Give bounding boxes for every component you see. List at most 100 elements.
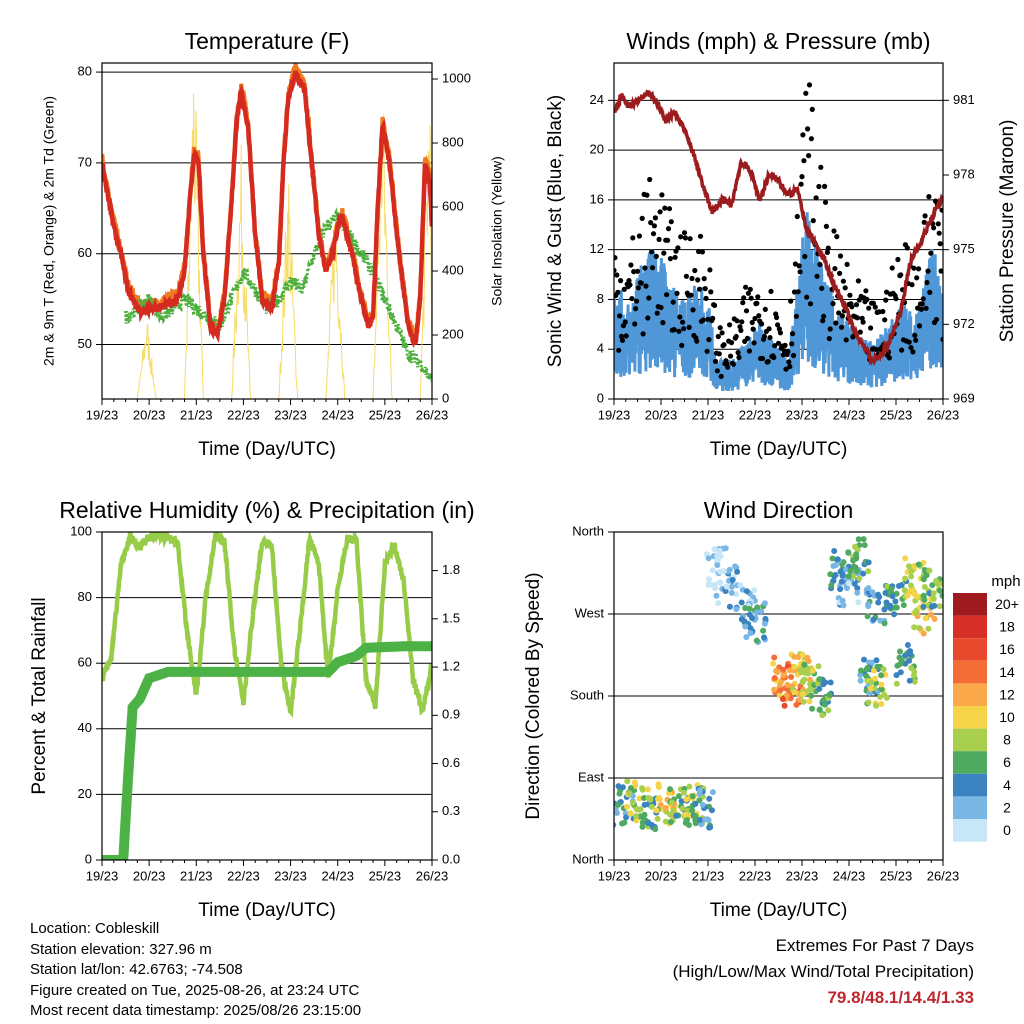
direction-point <box>895 583 902 589</box>
gust-point <box>649 265 656 271</box>
gust-point <box>694 338 700 344</box>
legend-label: 6 <box>1003 754 1011 770</box>
direction-point <box>926 590 933 597</box>
direction-point <box>881 691 888 698</box>
gust-point <box>614 267 617 273</box>
direction-point <box>648 803 655 810</box>
gust-point <box>644 192 650 198</box>
direction-point <box>839 597 846 604</box>
direction-point <box>825 707 832 714</box>
gust-point <box>752 315 758 322</box>
gust-point <box>803 90 809 96</box>
gust-point <box>629 296 635 302</box>
station-elevation: Station elevation: 327.96 m <box>30 940 212 958</box>
direction-point <box>865 601 872 608</box>
gust-point <box>822 183 828 189</box>
x-tick-label: 22/23 <box>227 407 260 422</box>
gust-point <box>801 158 807 164</box>
gust-point <box>912 332 918 338</box>
gust-point <box>794 213 800 220</box>
direction-point <box>876 594 883 600</box>
direction-point <box>753 637 760 644</box>
gust-point <box>703 295 709 301</box>
direction-point <box>692 820 699 827</box>
gust-point <box>618 278 624 284</box>
direction-point <box>682 811 689 818</box>
direction-point <box>631 779 638 786</box>
legend-label: 18 <box>999 619 1015 635</box>
direction-point <box>619 784 626 791</box>
gust-point <box>880 308 886 315</box>
gust-point <box>653 253 659 259</box>
y2-axis-label: Solar Insolation (Yellow) <box>489 156 505 306</box>
gust-point <box>857 329 863 335</box>
direction-point <box>743 588 750 595</box>
direction-point <box>699 801 706 808</box>
station-info: Location: Cobleskill Station elevation: … <box>30 919 361 1022</box>
gust-point <box>787 363 793 370</box>
x-tick-label: 20/23 <box>645 868 678 883</box>
gust-point <box>806 153 812 159</box>
y-tick-label: 80 <box>78 589 92 604</box>
gust-point <box>702 286 708 292</box>
direction-point <box>717 579 724 586</box>
direction-point <box>630 799 636 806</box>
direction-point <box>667 819 674 825</box>
y-axis-label: Sonic Wind & Gust (Blue, Black) <box>545 95 566 367</box>
direction-point <box>845 549 852 556</box>
gust-point <box>819 285 825 291</box>
gust-point <box>883 297 889 303</box>
direction-point <box>860 536 867 543</box>
gust-point <box>659 192 665 198</box>
gust-point <box>616 347 622 353</box>
gust-point <box>831 228 837 234</box>
legend-swatch <box>953 706 987 729</box>
y-tick-label: 80 <box>78 64 92 79</box>
gust-point <box>814 273 820 279</box>
direction-point <box>712 585 719 592</box>
gust-point <box>936 230 942 236</box>
direction-point <box>920 630 927 637</box>
x-tick-label: 23/23 <box>274 868 307 883</box>
direction-point <box>616 790 623 797</box>
gust-point <box>660 320 666 326</box>
direction-point <box>830 577 837 584</box>
gust-point <box>820 318 826 324</box>
direction-point <box>706 824 713 831</box>
legend-label: 8 <box>1003 732 1011 748</box>
gust-point <box>866 305 872 311</box>
direction-point <box>761 600 768 607</box>
plot-border <box>613 62 944 400</box>
recent-timestamp: Most recent data timestamp: 2025/08/26 2… <box>30 1002 362 1019</box>
gust-point <box>639 215 645 221</box>
direction-point <box>832 572 839 579</box>
direction-point <box>920 576 927 583</box>
direction-point <box>929 582 936 589</box>
gust-point <box>765 358 771 365</box>
direction-point <box>749 615 756 621</box>
gust-point <box>681 230 688 236</box>
gust-point <box>712 358 719 364</box>
direction-point <box>709 567 716 574</box>
direction-point <box>667 811 674 818</box>
gust-point <box>797 269 803 275</box>
gust-point <box>790 352 797 359</box>
gust-point <box>899 347 905 353</box>
gust-point <box>619 337 626 343</box>
gust-point <box>652 215 659 221</box>
gust-point <box>798 181 804 187</box>
gust-point <box>783 366 789 372</box>
direction-point <box>662 805 669 811</box>
direction-point <box>816 706 823 713</box>
gust-point <box>638 280 644 286</box>
direction-point <box>907 651 914 658</box>
gust-point <box>807 301 814 307</box>
direction-point <box>894 662 901 669</box>
direction-point <box>865 568 872 575</box>
gust-point <box>838 324 845 330</box>
direction-point <box>808 686 815 693</box>
gust-point <box>680 319 686 325</box>
gust-point <box>748 295 754 301</box>
gust-point <box>712 302 718 308</box>
direction-point <box>706 795 713 802</box>
